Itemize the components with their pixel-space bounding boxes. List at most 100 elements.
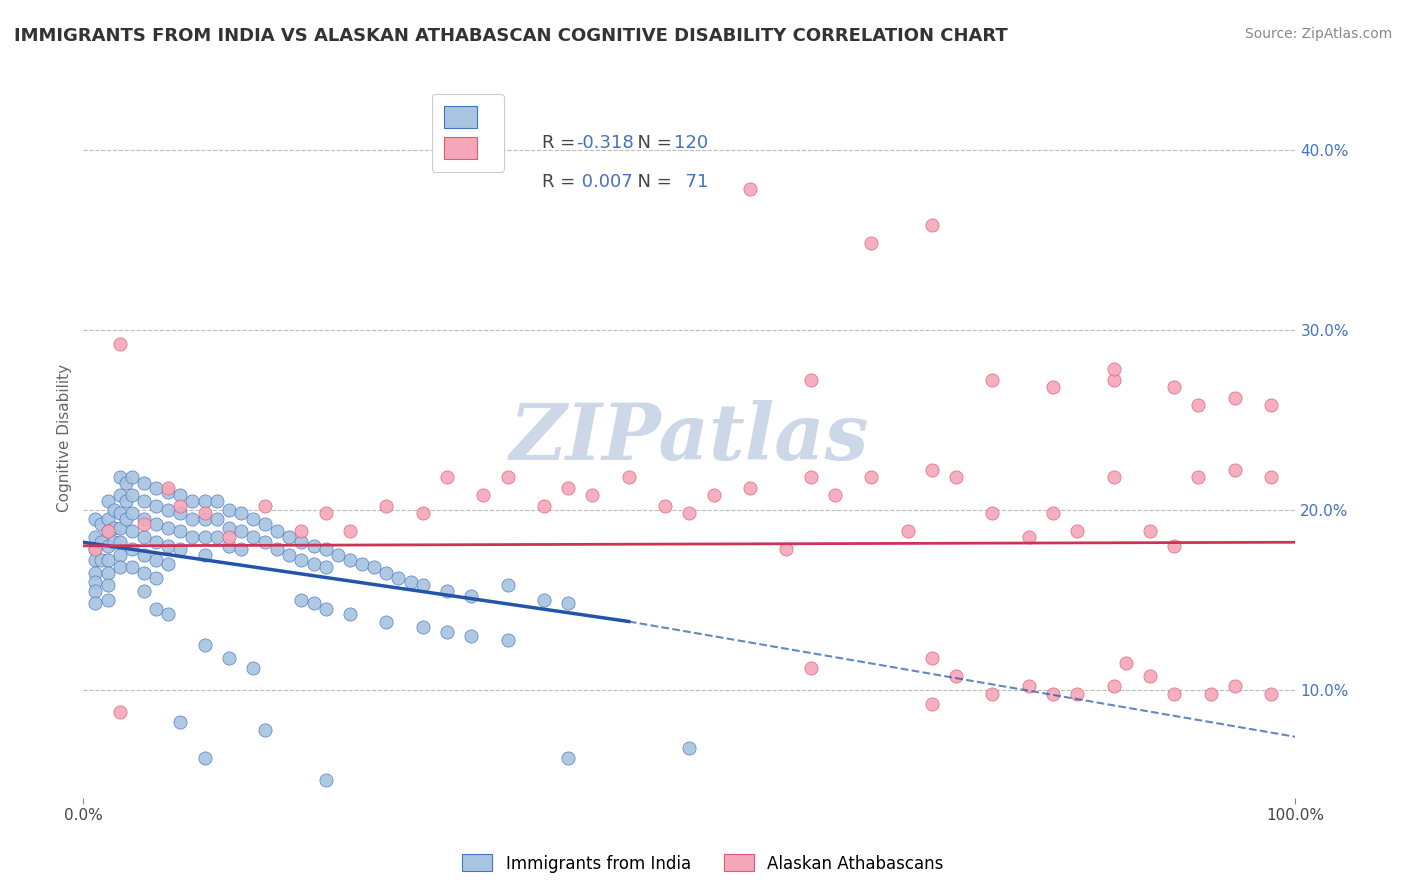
Point <box>205 493 228 508</box>
Point <box>121 560 143 574</box>
Point <box>315 772 337 787</box>
Point <box>169 524 191 539</box>
Point <box>266 524 288 539</box>
Point <box>1139 668 1161 682</box>
Point <box>290 553 312 567</box>
Point <box>157 484 180 499</box>
Point <box>617 470 640 484</box>
Point <box>96 578 118 592</box>
Text: IMMIGRANTS FROM INDIA VS ALASKAN ATHABASCAN COGNITIVE DISABILITY CORRELATION CHA: IMMIGRANTS FROM INDIA VS ALASKAN ATHABAS… <box>14 27 1008 45</box>
Point <box>775 542 797 557</box>
Point <box>1163 380 1185 394</box>
Point <box>169 715 191 730</box>
Point <box>90 535 112 549</box>
Point <box>1102 679 1125 693</box>
Point <box>375 566 398 580</box>
Point <box>1223 391 1246 405</box>
Point <box>412 507 434 521</box>
Point <box>84 553 107 567</box>
Point <box>945 668 967 682</box>
Point <box>1066 687 1088 701</box>
Point <box>90 553 112 567</box>
Point <box>145 553 167 567</box>
Point <box>108 535 131 549</box>
Point <box>352 557 374 571</box>
Point <box>399 574 422 589</box>
Point <box>84 512 107 526</box>
Point <box>108 488 131 502</box>
Point <box>412 620 434 634</box>
Point <box>84 597 107 611</box>
Point <box>169 500 191 514</box>
Point <box>132 583 155 598</box>
Point <box>229 524 252 539</box>
Point <box>242 661 264 675</box>
Point <box>375 500 398 514</box>
Point <box>132 517 155 532</box>
Legend: , : , <box>432 94 503 172</box>
Point <box>921 698 943 712</box>
Point <box>90 517 112 532</box>
Point <box>1042 380 1064 394</box>
Point <box>132 493 155 508</box>
Point <box>242 512 264 526</box>
Point <box>375 615 398 629</box>
Point <box>1260 398 1282 412</box>
Point <box>254 535 277 549</box>
Point <box>132 548 155 562</box>
Text: R =: R = <box>541 173 581 191</box>
Point <box>145 500 167 514</box>
Point <box>1163 687 1185 701</box>
Point <box>800 470 823 484</box>
Point <box>302 539 325 553</box>
Point <box>96 524 118 539</box>
Point <box>1199 687 1222 701</box>
Point <box>84 583 107 598</box>
Point <box>1187 398 1209 412</box>
Point <box>96 553 118 567</box>
Point <box>132 475 155 490</box>
Point <box>981 507 1004 521</box>
Point <box>678 507 700 521</box>
Point <box>315 560 337 574</box>
Point <box>703 488 725 502</box>
Point <box>121 507 143 521</box>
Point <box>363 560 385 574</box>
Point <box>108 705 131 719</box>
Point <box>218 503 240 517</box>
Point <box>1102 373 1125 387</box>
Text: 0.007: 0.007 <box>576 173 633 191</box>
Point <box>218 650 240 665</box>
Point <box>84 542 107 557</box>
Point <box>96 539 118 553</box>
Point <box>1260 470 1282 484</box>
Point <box>145 535 167 549</box>
Point <box>1102 470 1125 484</box>
Point <box>412 578 434 592</box>
Point <box>121 470 143 484</box>
Point <box>108 548 131 562</box>
Point <box>108 507 131 521</box>
Point <box>132 566 155 580</box>
Point <box>387 571 409 585</box>
Point <box>1187 470 1209 484</box>
Point <box>315 602 337 616</box>
Point <box>169 488 191 502</box>
Point <box>254 500 277 514</box>
Point <box>290 524 312 539</box>
Point <box>800 661 823 675</box>
Point <box>193 548 215 562</box>
Point <box>496 578 519 592</box>
Point <box>921 463 943 477</box>
Point <box>169 542 191 557</box>
Point <box>157 503 180 517</box>
Point <box>145 481 167 495</box>
Point <box>1163 539 1185 553</box>
Point <box>290 535 312 549</box>
Point <box>108 560 131 574</box>
Point <box>896 524 918 539</box>
Point <box>96 593 118 607</box>
Point <box>254 723 277 737</box>
Point <box>860 236 883 251</box>
Point <box>114 512 136 526</box>
